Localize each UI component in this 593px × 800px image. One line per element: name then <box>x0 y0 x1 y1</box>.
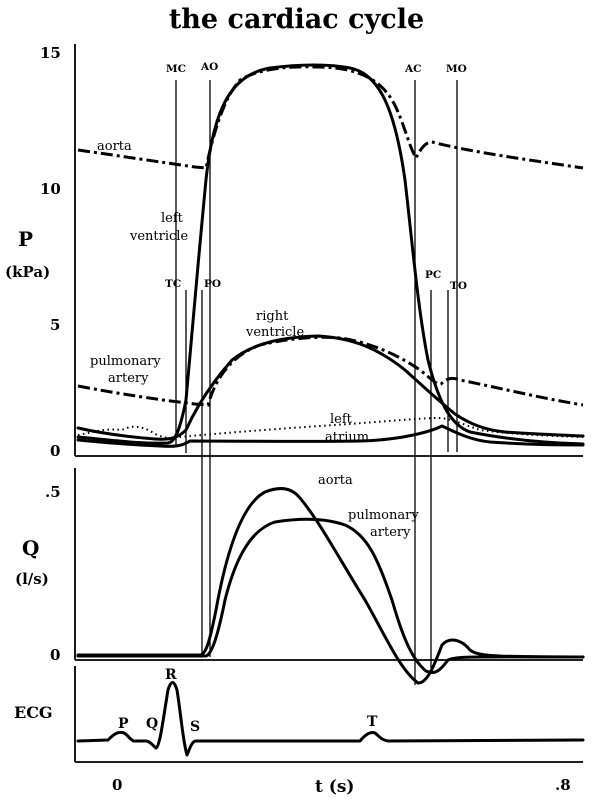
label-pulmonary-artery-line1: pulmonary <box>90 354 161 369</box>
right-atrium-pressure-curve <box>76 424 585 448</box>
ecg-label-t: T <box>367 714 378 730</box>
pressure-tick-0: 0 <box>50 442 60 460</box>
ecg-label-r: R <box>165 667 177 683</box>
pulmonary-flow-curve <box>76 517 585 675</box>
pulmonary-artery-pressure-curve <box>77 335 584 407</box>
event-label-mc: MC <box>166 63 186 75</box>
label-right-ventricle-line2: ventricle <box>245 325 304 340</box>
event-label-ac: AC <box>404 63 422 75</box>
event-label-to: TO <box>450 280 467 292</box>
label-right-ventricle-line1: right <box>256 309 289 324</box>
time-tick-0: 0 <box>112 776 122 794</box>
label-aorta-pressure: aorta <box>97 139 132 154</box>
flow-axis-unit: (l/s) <box>15 570 49 588</box>
pressure-tick-5: 5 <box>50 316 60 334</box>
label-left-ventricle-line2: ventricle <box>129 229 188 244</box>
pressure-axis-unit: (kPa) <box>5 263 50 281</box>
event-label-mo: MO <box>446 63 467 75</box>
label-left-ventricle-line1: left <box>161 211 184 226</box>
pressure-tick-10: 10 <box>40 180 61 198</box>
label-left-atrium-line2: atrium <box>325 430 369 445</box>
flow-tick-0: 0 <box>50 646 60 664</box>
left-atrium-pressure-curve <box>77 416 584 440</box>
flow-tick-0-5: .5 <box>45 483 61 501</box>
flow-axis-label: Q <box>22 536 39 560</box>
label-pulmonary-flow-line2: artery <box>370 525 411 540</box>
left-ventricle-pressure-curve <box>76 63 585 446</box>
event-label-ao: AO <box>200 61 218 73</box>
label-aorta-flow: aorta <box>318 473 353 488</box>
label-pulmonary-artery-line2: artery <box>108 371 149 386</box>
event-label-po: PO <box>204 278 221 290</box>
event-label-tc: TC <box>165 278 181 290</box>
ecg-trace <box>76 681 585 757</box>
event-label-pc: PC <box>425 269 441 281</box>
pressure-tick-15: 15 <box>40 44 61 62</box>
right-ventricle-pressure-curve <box>76 334 585 441</box>
label-left-atrium-line1: left <box>330 412 353 427</box>
time-axis-label: t (s) <box>315 777 354 797</box>
label-pulmonary-flow-line1: pulmonary <box>348 508 419 523</box>
ecg-axis-label: ECG <box>14 703 53 722</box>
time-tick-0-8: .8 <box>555 776 571 794</box>
pressure-axis-label: P <box>18 227 33 251</box>
aortic-pressure-curve <box>77 65 584 170</box>
aortic-flow-curve <box>76 487 585 685</box>
page-title: the cardiac cycle <box>168 4 425 35</box>
ecg-label-q: Q <box>146 716 158 732</box>
ecg-label-p: P <box>118 716 129 732</box>
ecg-label-s: S <box>190 719 200 735</box>
